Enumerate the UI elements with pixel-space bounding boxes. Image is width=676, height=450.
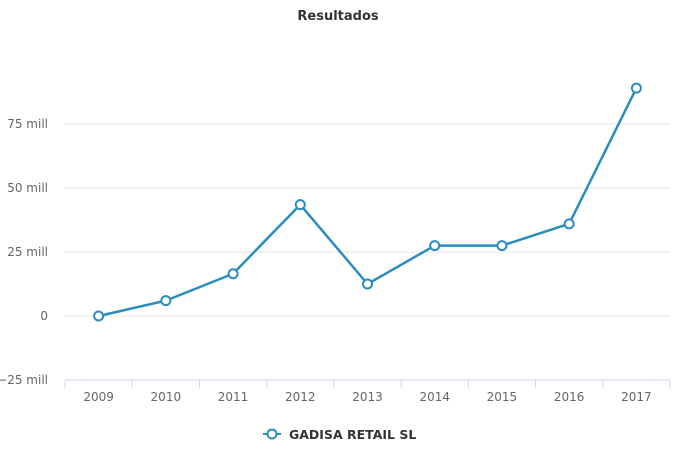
data-point[interactable] [362, 278, 373, 290]
y-tick-label: −25 mill [0, 373, 48, 387]
x-tick-label: 2015 [487, 390, 518, 404]
x-tick-label: 2017 [621, 390, 652, 404]
data-point[interactable] [227, 268, 239, 280]
data-point[interactable] [563, 218, 575, 230]
data-point[interactable] [630, 82, 642, 94]
data-point[interactable] [93, 310, 105, 322]
data-point[interactable] [429, 240, 441, 252]
x-tick-label: 2013 [352, 390, 383, 404]
y-axis: −25 mill 0 25 mill 50 mill 75 mill [0, 117, 48, 387]
legend[interactable]: GADISA RETAIL SL [263, 427, 416, 442]
x-tick-label: 2009 [83, 390, 114, 404]
x-tick-label: 2011 [218, 390, 249, 404]
x-tick-label: 2010 [151, 390, 182, 404]
legend-label-gadisa-retail-sl[interactable]: GADISA RETAIL SL [289, 427, 416, 442]
y-tick-label: 50 mill [7, 181, 48, 195]
series-layer [93, 82, 642, 322]
gridlines [65, 123, 670, 317]
y-tick-label: 25 mill [7, 245, 48, 259]
x-tick-label: 2012 [285, 390, 316, 404]
y-tick-label: 75 mill [7, 117, 48, 131]
data-point[interactable] [160, 295, 172, 307]
data-point[interactable] [496, 240, 508, 252]
x-tick-label: 2014 [419, 390, 450, 404]
x-tick-label: 2016 [554, 390, 585, 404]
legend-marker-icon [266, 428, 278, 440]
x-axis: 2009 2010 2011 2012 2013 2014 2015 2016 2017 [64, 379, 671, 404]
data-point[interactable] [294, 199, 306, 211]
y-tick-label: 0 [40, 309, 48, 323]
chart-title: Resultados [297, 9, 378, 24]
